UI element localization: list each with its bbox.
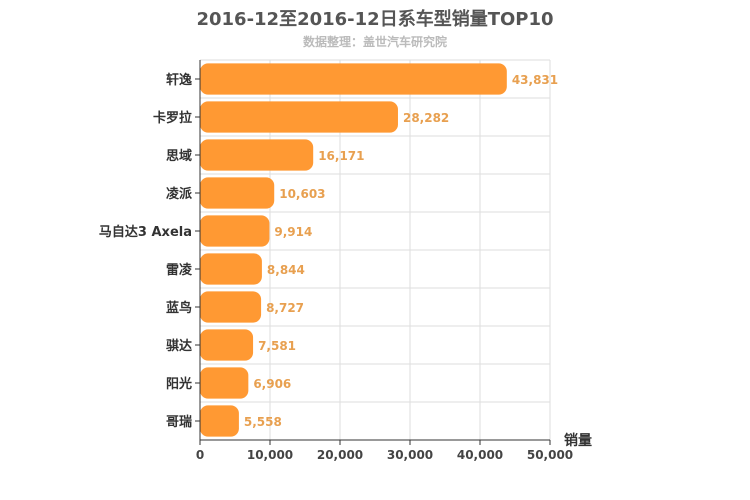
category-label: 蓝鸟	[166, 300, 192, 316]
bar	[200, 177, 275, 209]
data-label: 16,171	[318, 149, 364, 163]
bar	[200, 139, 314, 171]
category-label: 哥瑞	[166, 414, 192, 430]
data-label: 6,906	[253, 377, 291, 391]
category-label: 卡罗拉	[153, 110, 192, 126]
category-label: 雷凌	[166, 262, 193, 278]
bars	[200, 63, 507, 437]
x-tick-label: 30,000	[387, 448, 433, 462]
data-label: 7,581	[258, 339, 296, 353]
bar	[200, 405, 239, 437]
chart-subtitle: 数据整理：盖世汽车研究院	[302, 35, 447, 49]
data-label: 43,831	[512, 73, 558, 87]
bar	[200, 367, 249, 399]
x-tick-label: 50,000	[527, 448, 573, 462]
data-label: 10,603	[279, 187, 325, 201]
grid-lines	[200, 59, 551, 441]
category-label: 马自达3 Axela	[99, 224, 192, 240]
bar	[200, 291, 262, 323]
bar	[200, 253, 262, 285]
data-label: 8,844	[267, 263, 305, 277]
category-label: 阳光	[166, 376, 192, 392]
category-label: 凌派	[166, 186, 193, 202]
x-axis-title: 销量	[564, 432, 592, 449]
data-label: 9,914	[274, 225, 312, 239]
bar	[200, 215, 270, 247]
category-label: 轩逸	[166, 72, 192, 88]
chart-title: 2016-12至2016-12日系车型销量TOP10	[196, 9, 554, 30]
axes	[195, 60, 551, 445]
x-tick-label: 40,000	[457, 448, 503, 462]
x-tick-label: 20,000	[317, 448, 363, 462]
bar	[200, 63, 507, 95]
data-label: 8,727	[266, 301, 304, 315]
labels: 0 10,000 20,000 30,000 40,000 50,000 轩逸 43,831 卡…	[99, 72, 573, 462]
x-tick-label: 10,000	[247, 448, 293, 462]
bar	[200, 329, 254, 361]
category-label: 思域	[166, 148, 192, 164]
bar	[200, 101, 398, 133]
data-label: 28,282	[403, 111, 449, 125]
x-tick-label: 0	[196, 448, 204, 462]
category-label: 骐达	[166, 338, 192, 354]
data-label: 5,558	[244, 415, 282, 429]
